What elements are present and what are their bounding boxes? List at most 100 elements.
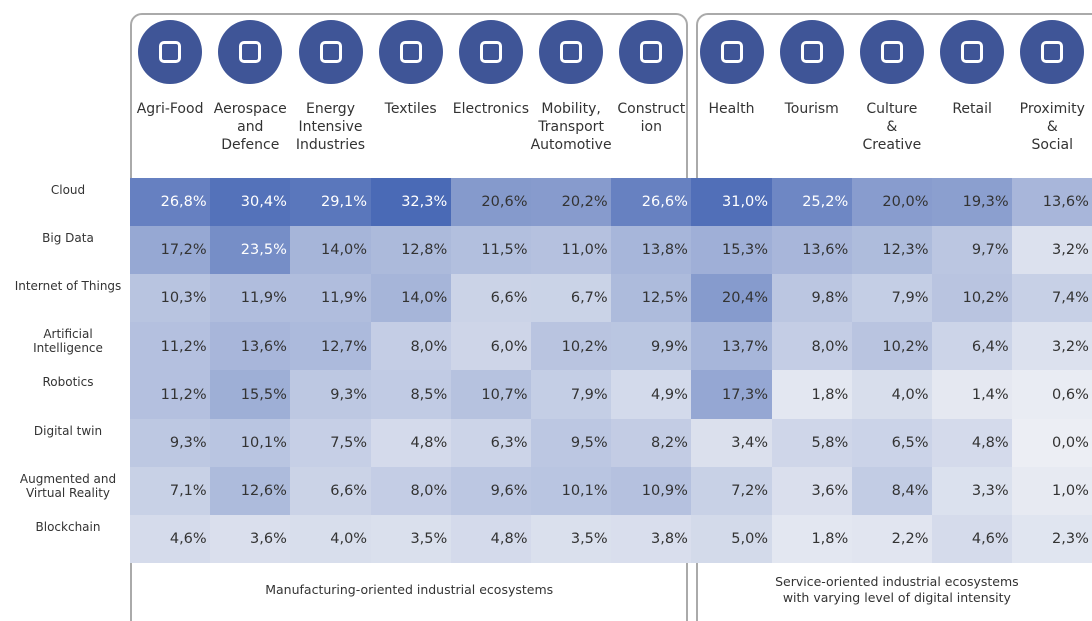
icon-glyph bbox=[961, 41, 984, 63]
icon-glyph bbox=[560, 41, 583, 63]
column-label: Textiles bbox=[384, 101, 437, 117]
heat-cell: 13,6% bbox=[210, 322, 291, 371]
heat-cell: 1,8% bbox=[771, 514, 853, 564]
sector-icon bbox=[218, 20, 283, 84]
row-label: Big Data bbox=[42, 231, 94, 246]
heat-cell: 10,2% bbox=[851, 322, 933, 371]
cell-label: 2,2% bbox=[891, 530, 929, 547]
heat-cell: 11,9% bbox=[210, 274, 291, 323]
heat-cell: 3,6% bbox=[210, 514, 291, 564]
cell-label: 1,8% bbox=[811, 530, 849, 547]
cell-label: 25,2% bbox=[802, 194, 849, 211]
column-label: Retail bbox=[952, 101, 992, 117]
heat-cell: 6,6% bbox=[290, 466, 372, 516]
cell-label: 26,8% bbox=[160, 194, 207, 211]
cell-label: 8,0% bbox=[811, 338, 849, 355]
icon-glyph bbox=[1041, 41, 1064, 63]
row-label: Digital twin bbox=[33, 423, 103, 438]
column-label: Health bbox=[708, 101, 755, 117]
cell-label: 19,3% bbox=[962, 194, 1009, 211]
heat-cell: 17,3% bbox=[691, 370, 773, 419]
heat-cell: 4,0% bbox=[290, 514, 372, 564]
cell-label: 14,0% bbox=[321, 242, 368, 259]
icon-glyph bbox=[479, 41, 502, 63]
heat-cell: 9,9% bbox=[611, 322, 692, 371]
cell-label: 6,3% bbox=[490, 434, 528, 451]
cell-label: 9,5% bbox=[570, 434, 608, 451]
cell-label: 13,8% bbox=[641, 242, 688, 259]
cell-label: 14,0% bbox=[401, 290, 448, 307]
cell-label: 10,2% bbox=[561, 338, 608, 355]
sector-icon bbox=[378, 20, 443, 84]
cell-label: 17,3% bbox=[722, 386, 769, 403]
sector-icon bbox=[138, 20, 203, 84]
cell-label: 11,2% bbox=[160, 386, 207, 403]
cell-label: 13,6% bbox=[802, 242, 849, 259]
cell-label: 3,5% bbox=[570, 530, 608, 547]
cell-label: 12,3% bbox=[882, 242, 929, 259]
heat-cell: 11,0% bbox=[531, 226, 612, 275]
heat-cell: 5,0% bbox=[691, 514, 773, 564]
cell-label: 12,7% bbox=[321, 338, 368, 355]
heat-cell: 3,8% bbox=[611, 514, 692, 564]
heat-cell: 15,3% bbox=[691, 226, 773, 275]
cell-label: 4,8% bbox=[410, 434, 448, 451]
cell-label: 31,0% bbox=[722, 194, 769, 211]
heat-cell: 32,3% bbox=[370, 178, 452, 227]
cell-label: 7,1% bbox=[169, 482, 207, 499]
heat-cell: 10,2% bbox=[932, 274, 1013, 323]
heat-cell: 3,6% bbox=[771, 466, 853, 516]
heat-cell: 31,0% bbox=[691, 178, 773, 227]
cell-label: 4,6% bbox=[971, 530, 1009, 547]
heat-cell: 26,6% bbox=[611, 178, 692, 227]
heat-cell: 10,7% bbox=[450, 370, 532, 419]
cell-label: 9,8% bbox=[811, 290, 849, 307]
heat-cell: 6,5% bbox=[851, 418, 933, 468]
cell-label: 4,0% bbox=[330, 530, 368, 547]
heat-cell: 4,8% bbox=[370, 418, 452, 468]
sector-icon bbox=[699, 20, 764, 84]
heat-cell: 10,2% bbox=[531, 322, 612, 371]
heat-cell: 7,9% bbox=[531, 370, 612, 419]
heat-cell: 12,7% bbox=[290, 322, 372, 371]
row-label: Blockchain bbox=[35, 519, 101, 534]
heat-cell: 3,3% bbox=[932, 466, 1013, 516]
cell-label: 7,9% bbox=[570, 386, 608, 403]
cell-label: 9,9% bbox=[651, 338, 688, 355]
heat-cell: 14,0% bbox=[290, 226, 372, 275]
heat-cell: 7,4% bbox=[1012, 274, 1092, 323]
cell-label: 2,3% bbox=[1052, 530, 1089, 547]
cell-label: 3,2% bbox=[1052, 242, 1089, 259]
heat-cell: 13,6% bbox=[771, 226, 853, 275]
cell-label: 11,9% bbox=[321, 290, 368, 307]
heat-cell: 2,2% bbox=[851, 514, 933, 564]
icon-glyph bbox=[640, 41, 663, 63]
cell-label: 6,4% bbox=[971, 338, 1009, 355]
heat-cell: 11,9% bbox=[290, 274, 372, 323]
cell-label: 6,0% bbox=[490, 338, 528, 355]
heat-cell: 0,0% bbox=[1012, 418, 1092, 468]
heat-cell: 6,4% bbox=[932, 322, 1013, 371]
cell-label: 4,8% bbox=[971, 434, 1009, 451]
heat-cell: 20,0% bbox=[851, 178, 933, 227]
cell-label: 10,1% bbox=[561, 482, 608, 499]
heat-cell: 9,3% bbox=[290, 370, 372, 419]
cell-label: 10,9% bbox=[641, 482, 688, 499]
heat-cell: 7,1% bbox=[130, 466, 211, 516]
heat-cell: 3,2% bbox=[1012, 322, 1092, 371]
group-label: Manufacturing-oriented industrial ecosys… bbox=[265, 582, 554, 597]
row-label: Robotics bbox=[42, 375, 94, 390]
column-label: Aerospace and Defence bbox=[213, 101, 287, 153]
column-label: Agri-Food bbox=[136, 101, 204, 117]
cell-label: 4,0% bbox=[891, 386, 929, 403]
heat-cell: 12,8% bbox=[370, 226, 452, 275]
cell-label: 5,0% bbox=[731, 530, 769, 547]
row-label: Internet of Things bbox=[14, 279, 122, 294]
sector-icon bbox=[619, 20, 684, 84]
cell-label: 23,5% bbox=[240, 242, 287, 259]
sector-icon bbox=[779, 20, 844, 84]
cell-label: 3,5% bbox=[410, 530, 448, 547]
heat-cell: 11,2% bbox=[130, 370, 211, 419]
heat-cell: 6,0% bbox=[450, 322, 532, 371]
column-label: Construct ion bbox=[617, 101, 686, 135]
